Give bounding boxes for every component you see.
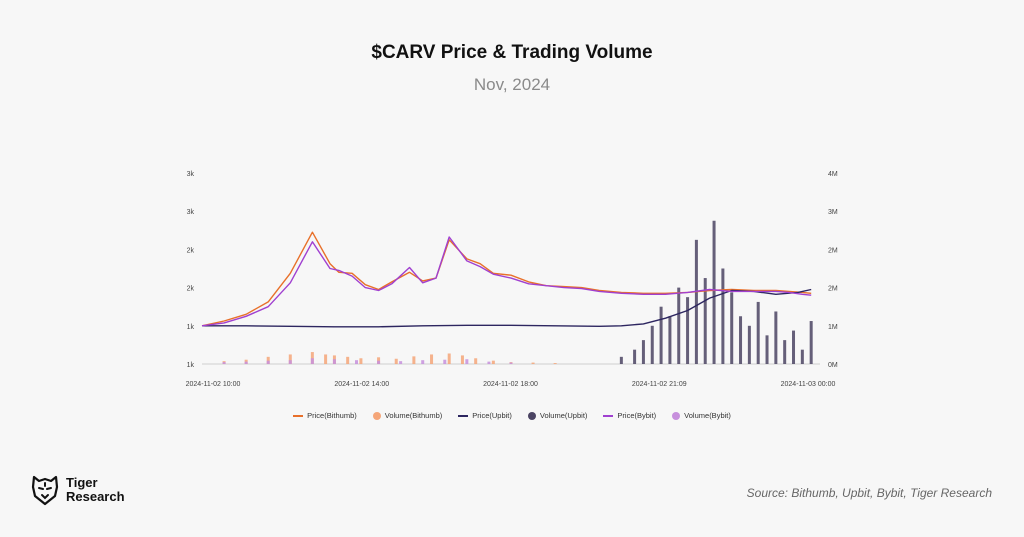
legend-label-volume-bithumb: Volume(Bithumb) — [384, 411, 443, 420]
volume-bar-volume-bithumb — [266, 356, 270, 364]
volume-bar-volume-bybit — [222, 362, 226, 364]
legend-swatch-price-upbit — [458, 414, 469, 417]
volume-bar-volume-upbit — [721, 268, 725, 364]
volume-bar-volume-bybit — [244, 361, 248, 364]
y-right-tick-label: 0M — [828, 362, 838, 369]
volume-bar-volume-upbit — [633, 349, 637, 364]
line-price-bybit — [201, 236, 812, 327]
volume-bar-volume-upbit — [712, 220, 716, 364]
legend-swatch-volume-upbit — [527, 411, 536, 420]
volume-bar-volume-bybit — [288, 360, 292, 364]
source-note: Source: Bithumb, Upbit, Bybit, Tiger Res… — [746, 486, 992, 500]
legend-label-price-bithumb: Price(Bithumb) — [307, 411, 357, 420]
volume-bar-volume-bithumb — [359, 358, 363, 364]
legend-swatch-volume-bybit — [672, 411, 681, 420]
volume-bar-volume-bybit — [487, 361, 491, 364]
legend-item-volume-bybit[interactable]: Volume(Bybit) — [672, 411, 731, 420]
volume-bar-volume-bybit — [355, 360, 358, 364]
volume-bar-volume-bithumb — [491, 360, 495, 364]
chart-title: $CARV Price & Trading Volume — [371, 42, 653, 63]
volume-bar-volume-bithumb — [474, 358, 478, 364]
legend-item-volume-upbit[interactable]: Volume(Upbit) — [527, 411, 588, 420]
x-tick-label: 2024-11-02 18:00 — [483, 381, 538, 388]
volume-bar-volume-upbit — [756, 301, 760, 364]
y-right-tick-label: 1M — [828, 324, 838, 331]
volume-bar-volume-upbit — [747, 325, 751, 364]
volume-bar-volume-upbit — [739, 316, 743, 364]
legend-swatch-price-bybit — [603, 414, 614, 417]
y-right-tick-label: 4M — [828, 171, 838, 178]
volume-bar-volume-upbit — [792, 330, 796, 364]
volume-bar-volume-upbit — [677, 287, 681, 364]
volume-bar-volume-bybit — [509, 362, 513, 364]
volume-bar-volume-bybit — [421, 360, 425, 364]
volume-bar-volume-bybit — [377, 360, 381, 364]
y-left-tick-label: 3k — [187, 171, 195, 178]
volume-bar-volume-upbit — [703, 278, 707, 364]
volume-bar-volume-upbit — [641, 340, 645, 364]
volume-bar-volume-upbit — [800, 349, 804, 364]
legend-label-volume-bybit: Volume(Bybit) — [684, 411, 731, 420]
volume-bar-volume-upbit — [809, 321, 813, 364]
brand-logo: Tiger Research — [30, 474, 125, 506]
volume-bar-volume-bithumb — [531, 362, 535, 364]
volume-bar-volume-upbit — [686, 297, 690, 364]
legend-label-price-upbit: Price(Upbit) — [472, 411, 512, 420]
x-tick-label: 2024-11-02 10:00 — [186, 381, 241, 388]
volume-bar-volume-bithumb — [447, 353, 451, 364]
volume-bar-volume-bybit — [465, 359, 469, 364]
legend-item-price-upbit[interactable]: Price(Upbit) — [458, 411, 512, 420]
chart-legend: Price(Bithumb) Volume(Bithumb) Price(Upb… — [0, 411, 1024, 420]
legend-item-price-bithumb[interactable]: Price(Bithumb) — [293, 411, 357, 420]
legend-label-volume-upbit: Volume(Upbit) — [539, 411, 588, 420]
y-right-tick-label: 2M — [828, 247, 838, 254]
volume-bar-volume-bithumb — [310, 352, 314, 364]
volume-bar-volume-bithumb — [288, 354, 292, 364]
y-left-tick-label: 3k — [187, 209, 195, 216]
y-left-tick-label: 2k — [187, 286, 195, 293]
chart-canvas: 1k 1k 2k 2k 3k 3k 0M 1M 2M 2M 3M 4M 2024-11-02 10:00… — [186, 171, 838, 388]
volume-bar-volume-upbit — [774, 311, 778, 364]
brand-name-line2: Research — [66, 489, 125, 504]
x-tick-label: 2024-11-02 21:09 — [632, 381, 687, 388]
legend-label-price-bybit: Price(Bybit) — [617, 411, 657, 420]
legend-item-price-bybit[interactable]: Price(Bybit) — [603, 411, 656, 420]
line-price-upbit — [202, 288, 812, 328]
y-right-tick-label: 3M — [828, 209, 838, 216]
brand-name-line1: Tiger — [66, 475, 98, 490]
volume-bar-volume-bithumb — [460, 355, 464, 364]
volume-bar-volume-bithumb — [412, 356, 416, 364]
volume-bar-volume-upbit — [650, 325, 654, 364]
legend-swatch-price-bithumb — [293, 414, 304, 417]
y-left-tick-label: 1k — [187, 362, 195, 369]
volume-bar-volume-bithumb — [430, 354, 434, 364]
y-left-tick-label: 2k — [187, 247, 195, 254]
x-tick-label: 2024-11-02 14:00 — [334, 381, 389, 388]
chart-subtitle: Nov, 2024 — [473, 75, 551, 94]
volume-bar-volume-bybit — [310, 358, 314, 364]
volume-bar-volume-bithumb — [346, 356, 350, 364]
volume-bar-volume-bithumb — [553, 363, 557, 364]
volume-bar-volume-bithumb — [394, 358, 398, 364]
volume-bar-volume-upbit — [668, 316, 672, 364]
y-right-tick-label: 2M — [828, 286, 838, 293]
y-left-tick-label: 1k — [187, 324, 195, 331]
volume-bar-volume-upbit — [730, 292, 734, 364]
tiger-icon — [31, 475, 59, 506]
legend-swatch-volume-bithumb — [372, 411, 381, 420]
volume-bar-volume-bybit — [399, 361, 403, 364]
legend-item-volume-bithumb[interactable]: Volume(Bithumb) — [372, 411, 443, 420]
x-tick-label: 2024-11-03 00:00 — [781, 381, 836, 388]
volume-bar-volume-bithumb — [324, 354, 328, 364]
volume-bar-volume-bybit — [332, 359, 336, 364]
line-price-bithumb — [201, 231, 812, 327]
volume-bar-volume-upbit — [694, 239, 698, 364]
volume-bar-volume-bybit — [443, 359, 447, 364]
volume-bar-volume-upbit — [765, 335, 769, 364]
volume-bar-volume-upbit — [659, 306, 663, 364]
volume-bar-volume-bybit — [266, 360, 270, 364]
volume-bar-volume-upbit — [619, 356, 623, 364]
volume-bar-volume-upbit — [783, 340, 787, 364]
